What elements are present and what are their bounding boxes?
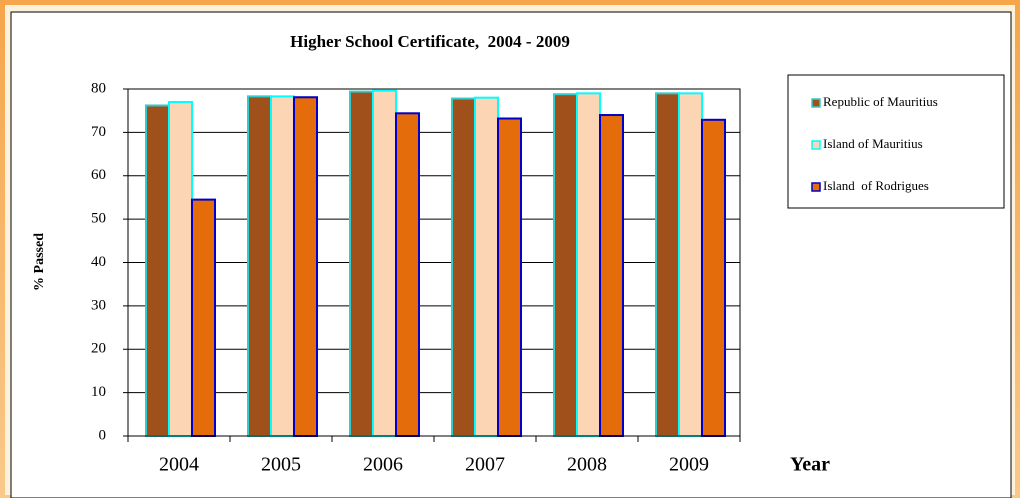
legend-label: Island of Rodrigues [823, 178, 929, 193]
bar [553, 93, 578, 438]
bar [599, 114, 624, 438]
y-axis-label: % Passed [32, 233, 47, 291]
bar [655, 92, 680, 438]
y-tick-label: 40 [91, 254, 106, 270]
legend-marker [811, 140, 821, 150]
x-tick-label: 2004 [159, 454, 199, 476]
bar [349, 90, 374, 437]
bar [395, 112, 420, 437]
legend-marker [811, 182, 821, 192]
bar [191, 198, 216, 437]
bar [247, 95, 272, 437]
bar [451, 97, 476, 437]
bar [497, 117, 522, 438]
bar [145, 104, 170, 437]
y-tick-label: 50 [91, 211, 106, 227]
bar [474, 96, 499, 438]
y-tick-label: 70 [91, 124, 106, 140]
x-axis-label: Year [790, 454, 830, 476]
x-tick-label: 2008 [567, 454, 607, 476]
y-tick-label: 0 [99, 427, 107, 443]
legend-label: Republic of Mauritius [823, 94, 938, 109]
legend-label: Island of Mauritius [823, 136, 923, 151]
bar [270, 95, 295, 437]
y-tick-label: 80 [91, 80, 106, 96]
x-tick-label: 2006 [363, 454, 403, 476]
legend-marker [811, 98, 821, 108]
bar [293, 96, 318, 438]
legend [787, 74, 1005, 209]
x-tick-label: 2007 [465, 454, 505, 476]
y-tick-label: 20 [91, 341, 106, 357]
y-tick-label: 10 [91, 384, 106, 400]
y-tick-label: 30 [91, 297, 106, 313]
bar [576, 92, 601, 438]
bar [678, 92, 703, 438]
bar [701, 118, 726, 437]
y-tick-label: 60 [91, 167, 106, 183]
x-tick-label: 2005 [261, 454, 301, 476]
bar [372, 89, 397, 438]
chart-title: Higher School Certificate, 2004 - 2009 [290, 32, 570, 51]
x-tick-label: 2009 [669, 454, 709, 476]
bar [168, 101, 193, 437]
